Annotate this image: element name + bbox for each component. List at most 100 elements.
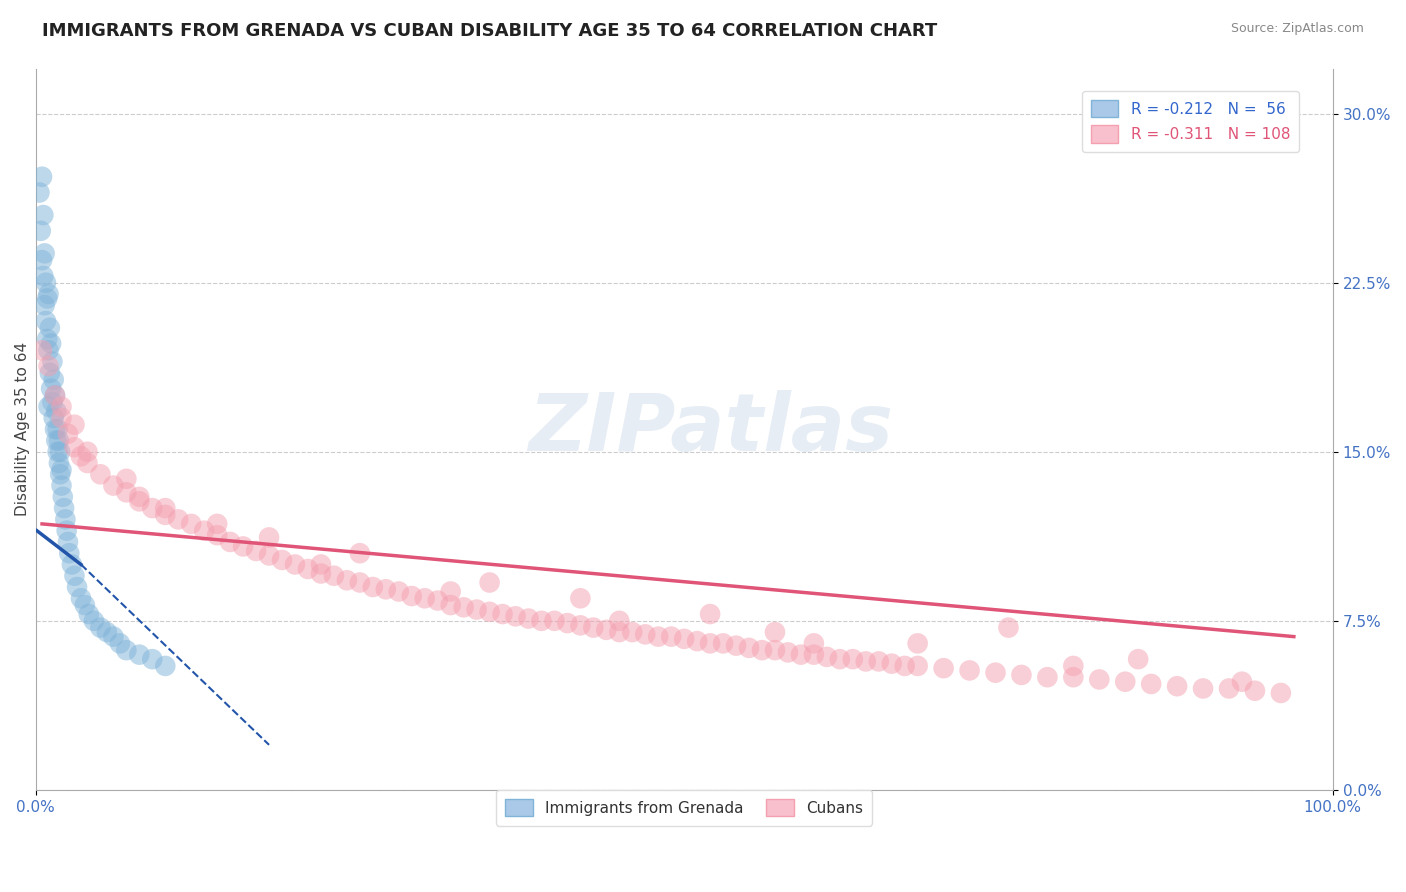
- Point: [257, 549, 280, 563]
- Point: [32, 208, 55, 222]
- Point: [440, 584, 463, 599]
- Text: ZIPatlas: ZIPatlas: [527, 390, 893, 468]
- Point: [257, 530, 280, 544]
- Point: [28, 186, 51, 200]
- Point: [309, 558, 332, 572]
- Point: [607, 614, 630, 628]
- Point: [76, 444, 98, 458]
- Point: [284, 558, 307, 572]
- Point: [530, 614, 553, 628]
- Point: [413, 591, 436, 606]
- Point: [374, 582, 396, 597]
- Point: [647, 630, 669, 644]
- Point: [37, 332, 59, 346]
- Point: [1036, 670, 1059, 684]
- Point: [141, 652, 163, 666]
- Point: [711, 636, 734, 650]
- Point: [44, 388, 66, 402]
- Point: [388, 584, 411, 599]
- Point: [543, 614, 565, 628]
- Point: [49, 444, 72, 458]
- Point: [1088, 673, 1111, 687]
- Point: [83, 614, 105, 628]
- Point: [815, 649, 838, 664]
- Point: [659, 630, 682, 644]
- Point: [35, 314, 58, 328]
- Point: [51, 411, 73, 425]
- Point: [790, 648, 813, 662]
- Point: [115, 472, 138, 486]
- Point: [478, 575, 501, 590]
- Point: [96, 625, 118, 640]
- Point: [959, 664, 981, 678]
- Point: [89, 467, 111, 482]
- Point: [38, 400, 60, 414]
- Point: [31, 169, 53, 184]
- Point: [607, 625, 630, 640]
- Point: [634, 627, 657, 641]
- Text: Source: ZipAtlas.com: Source: ZipAtlas.com: [1230, 22, 1364, 36]
- Point: [32, 268, 55, 283]
- Point: [205, 516, 228, 531]
- Point: [880, 657, 903, 671]
- Point: [1270, 686, 1292, 700]
- Point: [38, 359, 60, 373]
- Point: [1140, 677, 1163, 691]
- Point: [128, 490, 150, 504]
- Point: [60, 558, 83, 572]
- Point: [465, 602, 488, 616]
- Point: [751, 643, 773, 657]
- Point: [48, 434, 70, 448]
- Point: [582, 621, 605, 635]
- Point: [51, 463, 73, 477]
- Point: [115, 485, 138, 500]
- Point: [907, 659, 929, 673]
- Point: [595, 623, 617, 637]
- Point: [56, 535, 79, 549]
- Point: [205, 528, 228, 542]
- Point: [42, 411, 65, 425]
- Point: [70, 591, 93, 606]
- Point: [35, 276, 58, 290]
- Point: [297, 562, 319, 576]
- Point: [232, 540, 254, 554]
- Point: [440, 598, 463, 612]
- Point: [103, 478, 125, 492]
- Point: [70, 450, 93, 464]
- Point: [56, 426, 79, 441]
- Point: [322, 568, 344, 582]
- Point: [167, 512, 190, 526]
- Point: [336, 574, 359, 588]
- Point: [997, 621, 1019, 635]
- Point: [309, 566, 332, 581]
- Point: [34, 246, 56, 260]
- Point: [699, 607, 721, 621]
- Point: [803, 636, 825, 650]
- Point: [38, 287, 60, 301]
- Point: [39, 336, 62, 351]
- Point: [453, 600, 475, 615]
- Point: [245, 544, 267, 558]
- Point: [31, 253, 53, 268]
- Point: [1114, 674, 1136, 689]
- Point: [58, 546, 80, 560]
- Point: [180, 516, 202, 531]
- Point: [1244, 683, 1267, 698]
- Point: [128, 494, 150, 508]
- Point: [725, 639, 748, 653]
- Point: [361, 580, 384, 594]
- Point: [517, 611, 540, 625]
- Point: [621, 625, 644, 640]
- Point: [115, 643, 138, 657]
- Y-axis label: Disability Age 35 to 64: Disability Age 35 to 64: [15, 343, 30, 516]
- Point: [1166, 679, 1188, 693]
- Text: IMMIGRANTS FROM GRENADA VS CUBAN DISABILITY AGE 35 TO 64 CORRELATION CHART: IMMIGRANTS FROM GRENADA VS CUBAN DISABIL…: [42, 22, 938, 40]
- Point: [855, 654, 877, 668]
- Point: [128, 648, 150, 662]
- Point: [1128, 652, 1150, 666]
- Point: [37, 292, 59, 306]
- Point: [52, 490, 75, 504]
- Point: [55, 524, 77, 538]
- Point: [738, 640, 761, 655]
- Point: [46, 422, 69, 436]
